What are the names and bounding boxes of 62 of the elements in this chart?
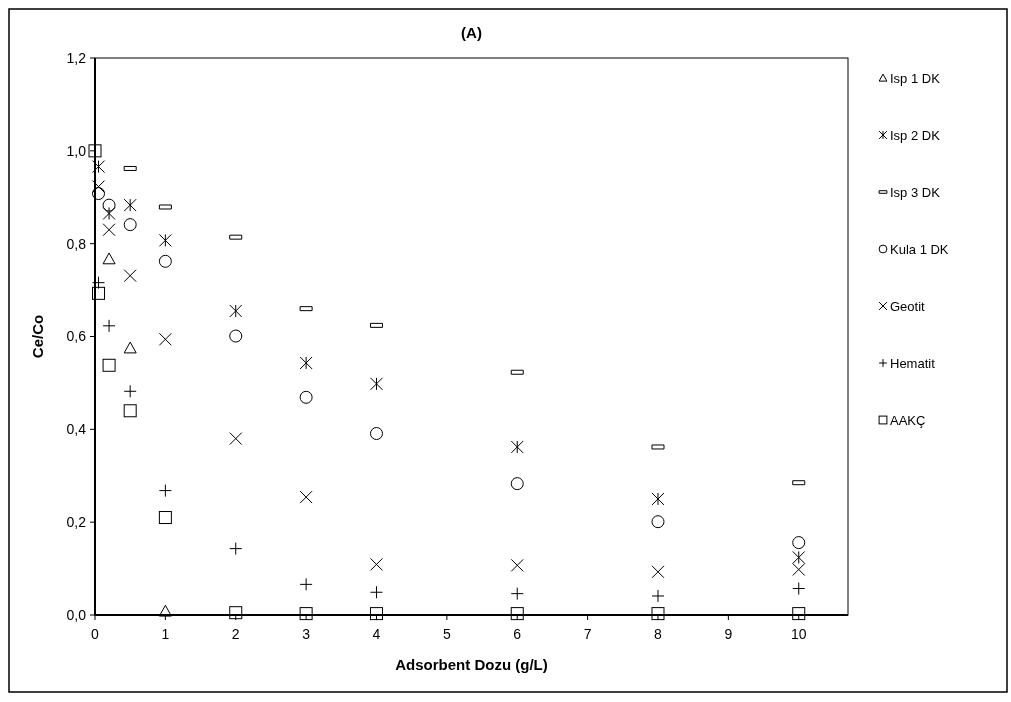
legend-label: Geotit bbox=[890, 298, 926, 314]
y-tick-label: 0,0 bbox=[66, 606, 87, 623]
chart-title: (A) bbox=[461, 24, 482, 41]
point bbox=[370, 607, 383, 621]
point bbox=[299, 356, 313, 370]
x-tick-label: 2 bbox=[231, 626, 240, 642]
legend-label: Hematit bbox=[890, 355, 936, 371]
point bbox=[651, 515, 665, 529]
x-tick-label: 4 bbox=[372, 626, 381, 642]
point bbox=[792, 550, 806, 564]
x-tick-label: 8 bbox=[654, 626, 663, 642]
point bbox=[299, 390, 313, 404]
point bbox=[651, 607, 665, 621]
y-tick-label: 0,4 bbox=[66, 421, 87, 438]
point bbox=[102, 207, 116, 220]
point bbox=[92, 187, 106, 201]
y-tick-label: 0,6 bbox=[66, 328, 87, 345]
point bbox=[123, 404, 137, 418]
point bbox=[792, 536, 806, 550]
point bbox=[229, 304, 243, 318]
x-axis-title: Adsorbent Dozu (g/L) bbox=[395, 656, 548, 673]
x-tick-label: 9 bbox=[724, 626, 733, 642]
point bbox=[229, 329, 243, 343]
point bbox=[158, 511, 172, 525]
point bbox=[123, 218, 137, 232]
x-tick-label: 3 bbox=[302, 626, 311, 642]
point bbox=[229, 606, 243, 620]
legend-label: AAKÇ bbox=[890, 412, 926, 428]
point bbox=[299, 607, 313, 621]
y-tick-label: 0,2 bbox=[66, 514, 87, 531]
point bbox=[370, 427, 383, 441]
point bbox=[123, 198, 137, 212]
y-tick-label: 1,2 bbox=[66, 49, 87, 66]
point bbox=[102, 252, 116, 265]
x-tick-label: 10 bbox=[790, 626, 807, 642]
point bbox=[102, 198, 116, 212]
y-tick-label: 0,8 bbox=[66, 235, 87, 252]
point bbox=[123, 341, 137, 354]
point bbox=[158, 254, 172, 268]
legend-label: Kula 1 DK bbox=[890, 241, 949, 257]
point bbox=[510, 607, 524, 621]
point bbox=[88, 144, 102, 158]
y-tick-label: 1,0 bbox=[66, 142, 87, 159]
legend-label: Isp 1 DK bbox=[890, 70, 941, 86]
point bbox=[651, 492, 665, 506]
x-tick-label: 6 bbox=[513, 626, 522, 642]
point bbox=[102, 358, 116, 372]
point bbox=[510, 440, 524, 454]
point bbox=[158, 233, 172, 247]
point bbox=[510, 477, 524, 491]
y-axis-title: Ce/Co bbox=[29, 314, 46, 359]
point bbox=[158, 604, 172, 617]
point bbox=[792, 607, 806, 621]
point bbox=[92, 160, 106, 174]
point bbox=[92, 286, 106, 300]
x-tick-label: 1 bbox=[161, 626, 170, 642]
legend-label: Isp 3 DK bbox=[890, 184, 941, 200]
x-tick-label: 5 bbox=[442, 626, 451, 642]
x-tick-label: 7 bbox=[583, 626, 592, 642]
legend-label: Isp 2 DK bbox=[890, 127, 941, 143]
x-tick-label: 0 bbox=[91, 626, 100, 642]
point bbox=[370, 377, 383, 391]
